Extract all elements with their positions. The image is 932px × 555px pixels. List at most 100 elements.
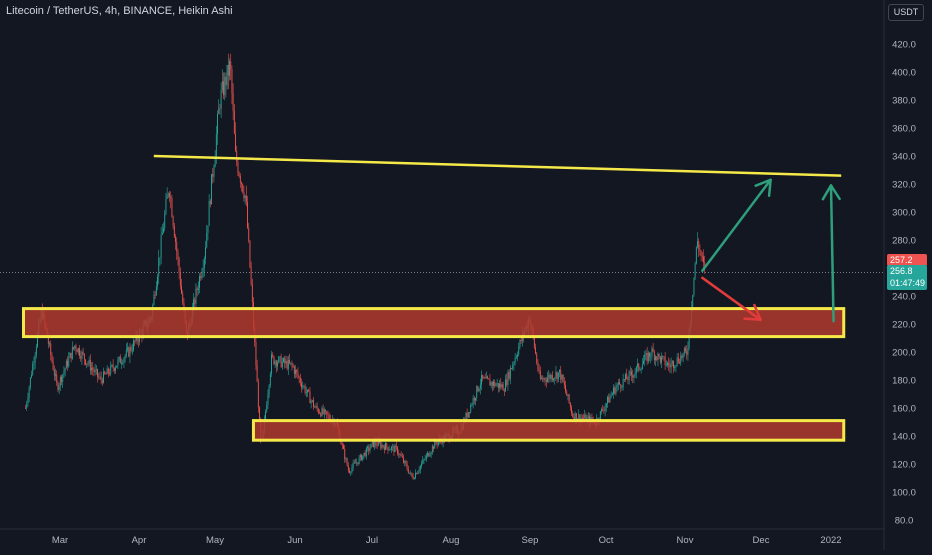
x-tick-label: Aug [443,535,460,546]
candle-body [308,389,310,392]
candle-body [50,343,52,355]
candle-body [669,365,671,368]
candle-body [81,351,83,359]
candle-body [237,162,239,174]
candle-body [89,359,91,371]
candle-body [128,347,130,357]
candle-body [209,200,211,205]
candle-body [493,381,494,386]
candle-body [482,374,484,379]
candle-body [410,472,412,474]
candle-body [605,403,607,407]
candle-body [315,405,317,408]
candle-body [496,383,498,385]
candle-body [284,358,286,364]
candle-body [122,363,124,364]
candle-body [644,355,646,362]
currency-button[interactable]: USDT [888,4,924,21]
candle-body [95,369,97,370]
candle-body [555,372,557,378]
candle-body [62,374,64,382]
candle-body [643,361,644,365]
candle-body [548,374,550,378]
candle-body [565,385,566,392]
x-tick-label: Sep [522,535,539,546]
candle-body [392,446,394,448]
candle-body [193,299,194,309]
candle-body [316,405,318,409]
candle-body [317,408,319,413]
candle-body [613,387,614,394]
symbol-title[interactable]: Litecoin / TetherUS, 4h, BINANCE, Heikin… [6,5,233,17]
candle-body [541,378,542,380]
candle-body [695,246,697,264]
candle-body [314,406,316,408]
candle-body [105,373,107,375]
candle-body [61,376,62,382]
x-tick-label: Jul [366,535,378,546]
candle-body [422,459,424,464]
candle-body [362,455,364,461]
candle-body [172,216,174,227]
candle-body [560,369,562,380]
candle-body [303,386,305,388]
candle-body [585,414,587,422]
candle-body [667,362,668,365]
candle-body [267,394,269,406]
candle-body [235,133,236,151]
candle-body [319,412,320,414]
candle-body [343,445,344,449]
support-zone[interactable] [251,419,846,442]
candle-body [248,227,250,241]
candle-body [377,440,379,446]
candle-body [69,352,71,358]
candle-body [165,198,167,214]
candle-body [609,396,611,403]
resistance-line[interactable] [153,154,842,177]
candle-body [181,286,182,294]
candle-body [693,277,695,296]
candle-body [196,288,198,290]
candle-body [368,447,370,451]
candle-body [58,385,60,390]
candle-body [703,256,704,263]
candle-body [155,286,157,296]
candle-body [183,303,185,310]
candle-body [277,362,278,367]
candle-body [112,364,114,369]
candle-body [279,356,281,358]
candle-body [87,363,89,365]
candle-body [681,355,683,358]
candle-body [611,393,613,396]
candle-body [628,371,630,380]
candle-body [213,167,215,177]
candle-body [616,385,618,388]
candle-body [419,465,421,470]
candle-body [659,356,661,363]
candle-body [286,360,288,369]
candle-body [79,348,80,356]
arrow-down-icon[interactable] [701,276,762,322]
candle-body [206,233,208,248]
arrow-up-icon[interactable] [821,184,841,323]
candle-body [355,462,356,464]
candle-body [93,369,95,373]
arrow-up-icon[interactable] [701,178,772,273]
candle-body [566,391,568,396]
candle-body [603,410,605,412]
candle-body [466,412,468,418]
candle-body [544,378,546,381]
candle-body [629,371,631,373]
support-zone[interactable] [22,307,846,339]
candle-body [57,382,59,390]
candle-body [370,443,372,449]
candle-body [367,447,368,448]
candle-body [638,363,640,370]
candle-body [352,463,354,468]
candle-body [116,365,118,368]
candle-body [701,255,703,257]
candle-body [257,381,259,408]
candle-body [35,346,37,355]
